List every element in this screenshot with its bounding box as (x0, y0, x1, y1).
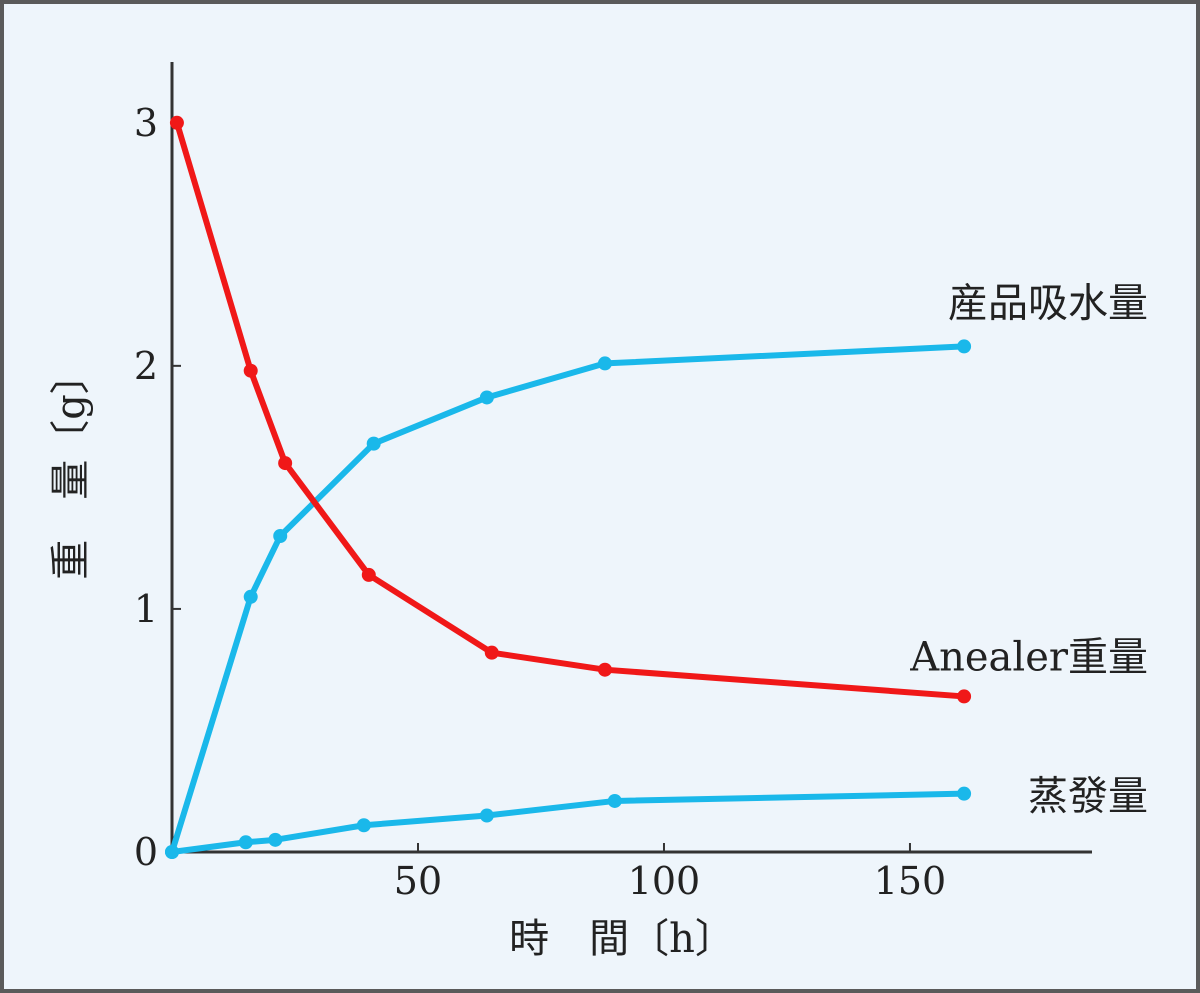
labels: 時 間〔h〕 重 量〔g〕 (48, 354, 735, 962)
data-point (273, 529, 288, 543)
data-point (484, 645, 499, 660)
y-axis-label: 重 量〔g〕 (48, 354, 94, 580)
y-tick-label: 3 (134, 101, 158, 145)
series-label: 産品吸水量 (948, 280, 1148, 326)
data-point (597, 662, 612, 677)
data-point (479, 808, 494, 823)
data-point (597, 356, 612, 371)
x-tick-label: 50 (394, 859, 442, 903)
series-line (169, 790, 968, 855)
data-point (356, 818, 371, 833)
series-label: Anealer重量 (909, 634, 1148, 680)
data-point (165, 845, 179, 859)
data-point (243, 589, 258, 604)
y-tick-label: 0 (134, 830, 158, 874)
series-line (169, 343, 968, 855)
axes (170, 62, 1092, 854)
data-point (243, 363, 258, 378)
data-point (278, 456, 293, 471)
series-label: 蒸發量 (1028, 774, 1148, 820)
series-line (173, 119, 968, 700)
data-point (957, 786, 972, 801)
x-tick-label: 150 (874, 859, 947, 903)
x-tick-label: 100 (628, 859, 701, 903)
y-tick-label: 1 (134, 587, 158, 631)
data-point (607, 793, 622, 808)
data-point (361, 567, 376, 582)
data-point (957, 339, 972, 354)
x-axis-label: 時 間〔h〕 (509, 916, 735, 962)
data-point (479, 390, 494, 405)
ticks: 50 100 150 0 1 2 3 (134, 101, 946, 903)
data-point (268, 832, 283, 847)
data-point (238, 835, 253, 850)
data-point (366, 436, 381, 451)
y-tick-label: 2 (134, 344, 158, 388)
data-point (169, 115, 184, 130)
data-point (957, 689, 972, 704)
